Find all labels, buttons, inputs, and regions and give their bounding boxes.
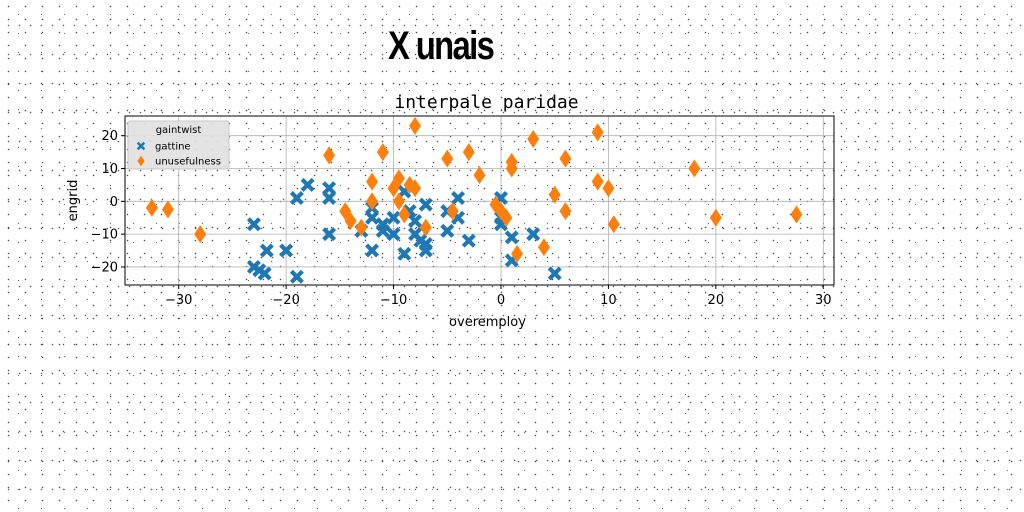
- scatter-point-x: [375, 223, 390, 238]
- scatter-point-diamond: [409, 116, 422, 135]
- y-tick-label: 0: [110, 195, 118, 210]
- scatter-point-diamond: [537, 238, 550, 257]
- scatter-point-diamond: [355, 218, 368, 237]
- scatter-point-diamond: [559, 202, 572, 221]
- scatter-point-diamond: [559, 149, 572, 168]
- scatter-point-x: [451, 191, 466, 206]
- legend-title: gaintwist: [156, 125, 202, 136]
- scatter-point-x: [440, 223, 455, 238]
- scatter-point-x: [418, 197, 433, 212]
- scatter-point-diamond: [591, 172, 604, 191]
- scatter-point-diamond: [709, 208, 722, 227]
- scatter-point-diamond: [500, 208, 513, 227]
- scatter-point-diamond: [548, 185, 561, 204]
- chart-title: interpale paridae: [394, 92, 578, 113]
- scatter-point-diamond: [688, 159, 701, 178]
- scatter-point-diamond: [790, 205, 803, 224]
- scatter-point-diamond: [527, 129, 540, 148]
- scatter-point-x: [397, 246, 412, 261]
- scatter-point-x: [257, 266, 272, 281]
- scatter-point-x: [322, 191, 337, 206]
- scatter-point-diamond: [591, 123, 604, 142]
- scatter-point-diamond: [392, 169, 405, 188]
- scatter-point-diamond: [446, 202, 459, 221]
- x-tick-label: −30: [165, 293, 192, 308]
- scatter-point-diamond: [462, 143, 475, 162]
- scatter-point-x: [408, 214, 423, 228]
- scatter-point-diamond: [409, 179, 422, 198]
- scatter-point-diamond: [441, 149, 454, 168]
- y-tick-label: 10: [101, 162, 118, 177]
- x-axis-label: overemploy: [449, 315, 526, 330]
- scatter-point-diamond: [473, 166, 486, 185]
- scatter-point-diamond: [161, 200, 174, 219]
- scatter-point-x: [418, 243, 433, 258]
- y-tick-label: −20: [91, 260, 118, 275]
- scatter-point-diamond: [376, 143, 389, 162]
- x-tick-label: −20: [272, 293, 299, 308]
- scatter-point-x: [289, 191, 304, 206]
- scatter-point-x: [300, 177, 315, 192]
- legend-marker: [137, 155, 145, 167]
- data-layer: [145, 116, 803, 284]
- x-tick-label: 20: [708, 293, 725, 308]
- scatter-point-diamond: [607, 215, 620, 234]
- y-tick-label: −10: [91, 228, 118, 243]
- scatter-point-x: [386, 210, 401, 225]
- plot-frame: [124, 115, 835, 286]
- y-tick-label: 20: [101, 129, 118, 144]
- scatter-point-diamond: [323, 146, 336, 165]
- scatter-point-x: [461, 233, 476, 248]
- legend-item-label: gattine: [155, 142, 191, 153]
- scatter-point-diamond: [194, 225, 207, 244]
- x-tick-label: 10: [600, 293, 617, 308]
- tick-layer: −30 −20 −10 0 10 20 30 −20 −10 0 10 20: [91, 129, 832, 308]
- legend-item-label: unusefulness: [155, 157, 221, 168]
- scatter-point-x: [504, 230, 519, 245]
- x-tick-label: −10: [380, 293, 407, 308]
- scatter-point-x: [322, 227, 337, 242]
- scatter-point-diamond: [366, 172, 379, 191]
- x-tick-label: 0: [497, 293, 505, 308]
- scatter-point-x: [259, 243, 274, 258]
- legend-box: [127, 120, 230, 170]
- scatter-point-diamond: [505, 159, 518, 178]
- legend: gaintwist gattine unusefulness: [127, 120, 230, 170]
- grid-layer: [125, 116, 834, 285]
- scatter-point-x: [289, 269, 304, 284]
- scatter-point-x: [386, 227, 401, 242]
- scatter-point-x: [365, 243, 380, 258]
- y-axis-label: engrid: [66, 180, 81, 222]
- scatter-point-diamond: [602, 179, 615, 198]
- scatter-point-diamond: [392, 192, 405, 211]
- scatter-point-x: [526, 227, 541, 242]
- scatter-point-diamond: [366, 192, 379, 211]
- scatter-point-diamond: [419, 218, 432, 237]
- scatter-point-diamond: [398, 205, 411, 224]
- scatter-point-diamond: [145, 198, 158, 217]
- series-unusefulness: [145, 116, 803, 263]
- scatter-point-diamond: [511, 244, 524, 263]
- scatter-point-x: [547, 266, 562, 281]
- scatter-point-diamond: [344, 212, 357, 231]
- page-title: X unais: [388, 24, 495, 68]
- legend-marker: [136, 141, 146, 151]
- scatter-point-x: [279, 243, 294, 258]
- scatter-point-x: [246, 217, 261, 232]
- x-tick-label: 30: [815, 293, 832, 308]
